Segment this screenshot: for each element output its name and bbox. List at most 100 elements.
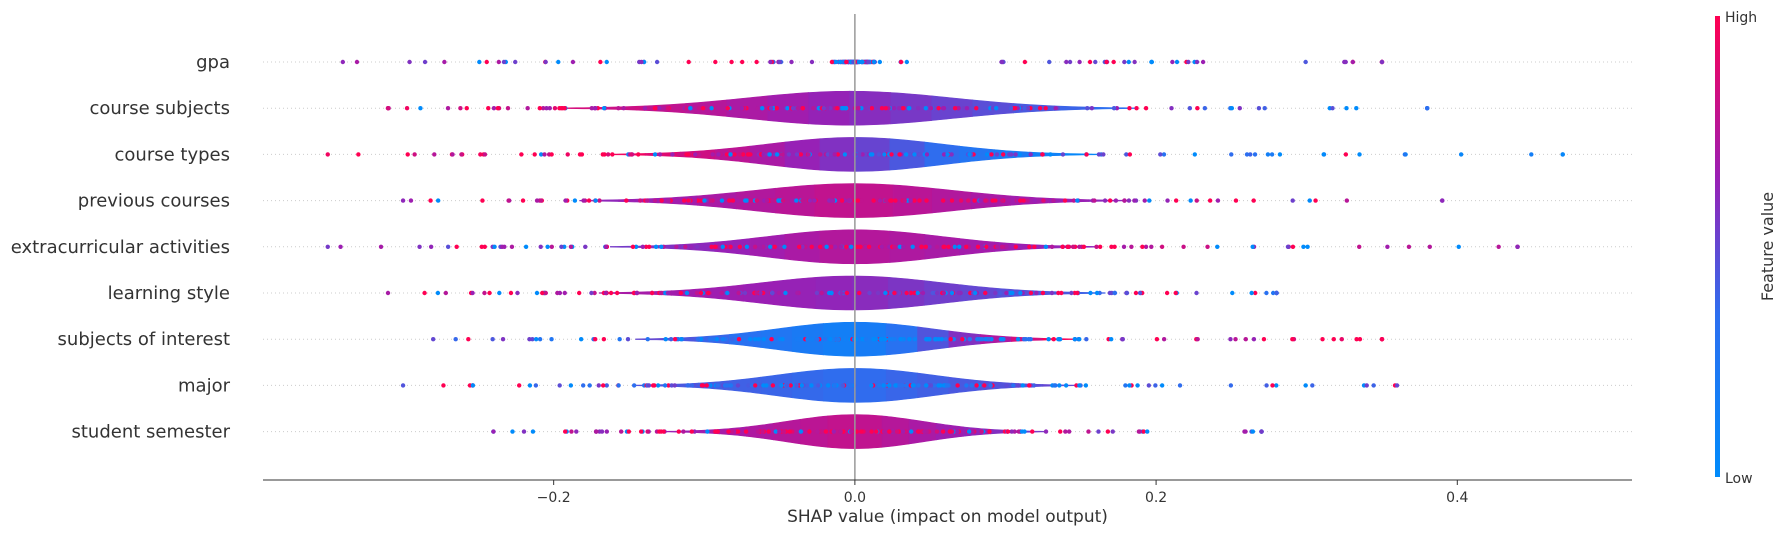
colorbar: High Low Feature value [1715, 10, 1777, 487]
data-point [869, 106, 875, 111]
data-point [583, 244, 588, 249]
data-point [947, 429, 953, 434]
data-point [1043, 244, 1049, 249]
data-point [508, 290, 514, 296]
data-point [952, 106, 958, 111]
data-point [1194, 198, 1199, 203]
data-point [756, 337, 761, 342]
data-point [644, 198, 650, 203]
data-point [923, 244, 929, 249]
data-point [1030, 429, 1035, 434]
data-point [559, 244, 564, 249]
data-point [1274, 290, 1279, 296]
data-point [811, 106, 816, 111]
data-point [871, 198, 876, 203]
feature-label: course types [115, 144, 230, 165]
data-point [1173, 198, 1179, 203]
data-point [1188, 198, 1193, 203]
feature-row: subjects of interest [58, 321, 1632, 357]
data-point [809, 337, 815, 342]
data-point [739, 106, 745, 111]
data-point [1062, 198, 1068, 203]
data-point [1344, 198, 1350, 203]
data-point [430, 337, 436, 342]
data-point [966, 198, 971, 203]
data-point [1059, 290, 1064, 296]
data-point [747, 337, 753, 342]
data-point [428, 244, 434, 249]
data-point [769, 290, 775, 296]
data-point [773, 429, 778, 434]
data-point [491, 106, 497, 111]
data-point [652, 106, 658, 111]
data-point [1264, 290, 1269, 296]
data-point [1077, 59, 1082, 65]
data-point [955, 383, 960, 388]
data-point [893, 198, 898, 203]
data-point [964, 383, 969, 388]
data-point [940, 198, 946, 203]
data-point [735, 198, 740, 203]
data-point [681, 198, 687, 203]
data-point [975, 244, 981, 249]
data-point [657, 106, 662, 111]
data-point [1402, 152, 1408, 157]
violin-segment [644, 151, 681, 158]
violin-segment [1064, 153, 1100, 156]
data-point [470, 290, 475, 296]
data-point [789, 59, 794, 65]
data-point [833, 59, 839, 65]
data-point [599, 429, 605, 434]
data-point [760, 106, 765, 111]
data-point [761, 383, 766, 388]
data-point [969, 106, 975, 111]
data-point [676, 152, 682, 157]
data-point [809, 244, 814, 249]
data-point [848, 244, 854, 249]
data-point [665, 106, 671, 111]
feature-label: extracurricular activities [11, 237, 230, 258]
data-point [1394, 383, 1400, 388]
data-point [445, 244, 451, 249]
data-point [868, 152, 873, 157]
data-point [659, 198, 664, 203]
data-point [638, 429, 644, 434]
data-point [486, 106, 491, 111]
data-point [974, 106, 979, 111]
data-point [893, 383, 898, 388]
data-point [458, 106, 463, 111]
data-point [1021, 198, 1026, 203]
data-point [719, 290, 724, 296]
data-point [1145, 429, 1150, 434]
data-point [919, 244, 924, 249]
data-point [668, 337, 674, 342]
data-point [1205, 244, 1210, 249]
data-point [565, 152, 570, 157]
data-point [910, 244, 915, 249]
data-point [794, 152, 800, 157]
data-point [598, 59, 603, 65]
data-point [417, 244, 422, 249]
feature-row: course subjects [89, 90, 1632, 126]
data-point [1048, 152, 1053, 157]
data-point [877, 198, 883, 203]
data-point [719, 198, 725, 203]
data-point [1101, 152, 1106, 157]
data-point [1043, 429, 1049, 434]
data-point [527, 383, 533, 388]
data-point [871, 59, 877, 65]
data-point [408, 198, 414, 203]
data-point [983, 198, 988, 203]
data-point [828, 244, 834, 249]
data-point [906, 106, 912, 111]
data-point [916, 383, 921, 388]
data-point [774, 152, 780, 157]
data-point [973, 290, 978, 296]
data-point [505, 106, 511, 111]
data-point [1006, 198, 1011, 203]
data-point [1177, 383, 1183, 388]
data-point [1121, 244, 1127, 249]
data-point [904, 59, 910, 65]
data-point [767, 244, 773, 249]
data-point [776, 290, 782, 296]
